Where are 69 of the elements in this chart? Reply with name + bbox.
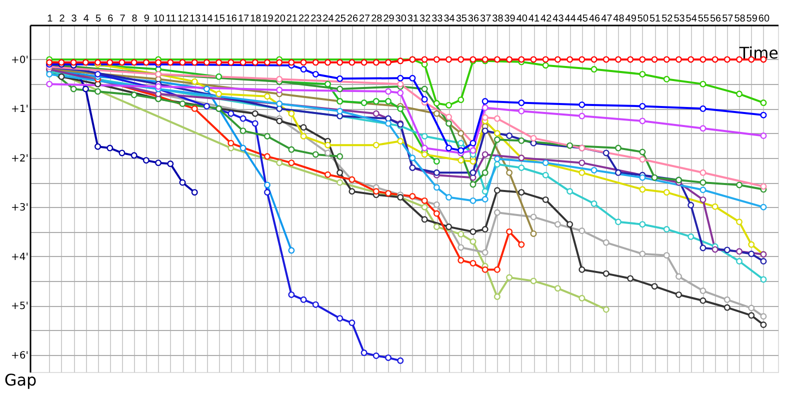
x-tick-label: 28 [371, 14, 383, 24]
x-tick-label: 13 [190, 14, 202, 24]
x-tick-label: 58 [734, 14, 746, 24]
x-tick-label: 3 [71, 14, 78, 24]
x-tick-label: 32 [420, 14, 432, 24]
x-tick-label: 57 [722, 14, 734, 24]
x-tick-label: 25 [334, 14, 346, 24]
x-tick-label: 30 [395, 14, 407, 24]
x-tick-label: 53 [674, 14, 686, 24]
x-tick-label: 10 [153, 14, 165, 24]
x-tick-label: 4 [83, 14, 90, 24]
x-tick-label: 49 [625, 14, 637, 24]
x-tick-label: 34 [444, 14, 456, 24]
x-tick-label: 22 [298, 14, 310, 24]
x-tick-label: 24 [322, 14, 334, 24]
x-tick-label: 59 [746, 14, 758, 24]
x-tick-label: 39 [504, 14, 516, 24]
x-tick-label: 60 [758, 14, 770, 24]
x-tick-label: 47 [601, 14, 613, 24]
x-tick-label: 9 [144, 14, 150, 24]
x-tick-label: 46 [588, 14, 601, 24]
x-tick-label: 29 [383, 14, 395, 24]
y-tick-label: +2' [11, 153, 28, 164]
x-tick-label: 18 [250, 14, 262, 24]
x-tick-label: 20 [274, 14, 286, 24]
x-tick-label: 6 [108, 14, 114, 24]
x-tick-label: 44 [564, 14, 576, 24]
x-tick-label: 11 [166, 14, 177, 24]
x-tick-label: 14 [202, 14, 214, 24]
x-tick-label: 1 [47, 14, 54, 24]
x-tick-label: 36 [468, 14, 480, 24]
x-tick-label: 8 [132, 14, 138, 24]
y-tick-label: +3' [11, 202, 28, 214]
x-tick-label: 56 [710, 14, 722, 24]
x-tick-label: 40 [516, 14, 528, 24]
x-tick-label: 27 [358, 14, 371, 24]
x-tick-label: 33 [432, 14, 444, 24]
x-tick-label: 21 [286, 14, 298, 24]
x-tick-label: 19 [262, 14, 274, 24]
y-tick-label: +4' [11, 252, 28, 263]
x-axis-title: Time [738, 44, 778, 62]
y-tick-label: +5' [11, 301, 28, 312]
x-tick-label: 50 [637, 14, 649, 24]
x-tick-label: 43 [552, 14, 564, 24]
x-tick-label: 15 [214, 14, 226, 24]
x-tick-label: 23 [310, 14, 322, 24]
x-tick-label: 45 [576, 14, 588, 24]
x-tick-label: 48 [613, 14, 625, 24]
x-tick-label: 55 [698, 14, 710, 24]
x-tick-label: 31 [407, 14, 419, 24]
x-tick-label: 35 [456, 14, 468, 24]
x-tick-label: 16 [226, 14, 238, 24]
x-tick-label: 26 [346, 14, 358, 24]
y-axis-title: Gap [4, 370, 37, 390]
x-tick-label: 42 [540, 14, 552, 24]
x-tick-label: 51 [649, 14, 662, 24]
x-tick-label: 5 [96, 14, 102, 24]
x-tick-label: 52 [662, 14, 674, 24]
x-tick-label: 38 [492, 14, 504, 24]
x-tick-label: 12 [177, 14, 190, 24]
x-tick-label: 17 [238, 14, 250, 24]
y-tick-label: +1' [11, 104, 28, 116]
x-tick-label: 2 [59, 14, 66, 24]
y-tick-label: +0' [11, 54, 28, 66]
x-tick-label: 41 [528, 14, 540, 24]
y-tick-label: +6' [11, 350, 28, 362]
x-tick-label: 37 [480, 14, 492, 24]
x-tick-label: 7 [120, 14, 126, 24]
x-tick-label: 54 [686, 14, 698, 24]
